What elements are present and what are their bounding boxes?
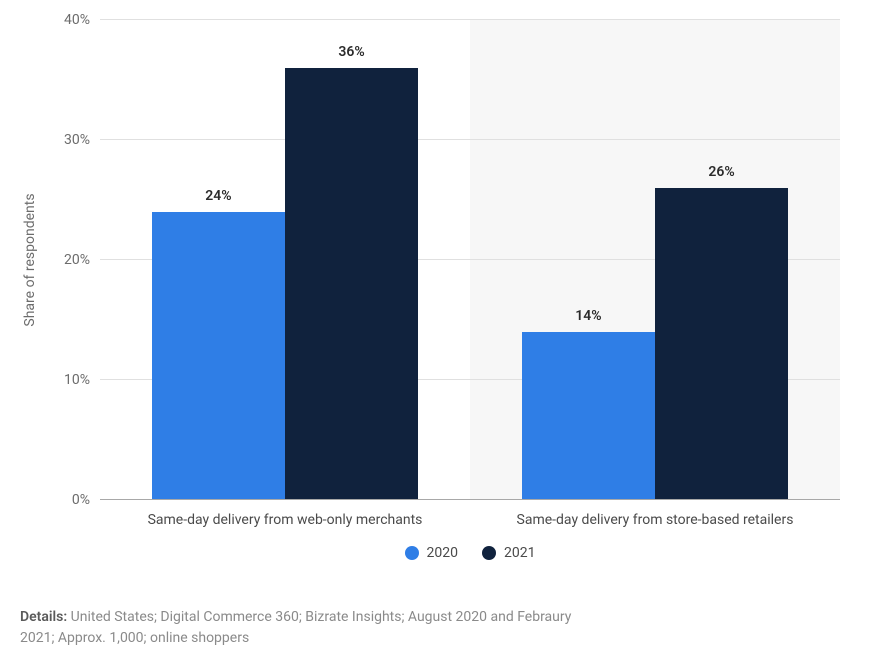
x-axis-baseline — [100, 499, 840, 500]
y-axis-title: Share of respondents — [22, 193, 38, 326]
legend-label: 2020 — [427, 545, 458, 561]
ytick-label: 40% — [64, 12, 100, 28]
xtick-label: Same-day delivery from store-based retai… — [517, 500, 794, 528]
ytick-label: 0% — [72, 492, 100, 508]
bar-value-label: 14% — [575, 308, 601, 332]
bar-2021: 36% — [285, 68, 418, 500]
bar-group: 24% 36% Same-day delivery from web-only … — [100, 20, 470, 500]
bar-2021: 26% — [655, 188, 788, 500]
bar-value-label: 36% — [338, 44, 364, 68]
ytick-label: 10% — [64, 372, 100, 388]
plot-area: 0% 10% 20% 30% 40% 24% 36% Same-day deli… — [100, 20, 840, 500]
legend-swatch — [405, 546, 419, 560]
legend-item-2021: 2021 — [482, 545, 535, 561]
legend-item-2020: 2020 — [405, 545, 458, 561]
legend-swatch — [482, 546, 496, 560]
bar-2020: 24% — [152, 212, 285, 500]
legend-label: 2021 — [504, 545, 535, 561]
ytick-label: 20% — [64, 252, 100, 268]
bar-value-label: 24% — [205, 188, 231, 212]
chart-container: Share of respondents 0% 10% 20% 30% 40% … — [0, 0, 883, 667]
ytick-label: 30% — [64, 132, 100, 148]
details-text: United States; Digital Commerce 360; Biz… — [20, 609, 571, 646]
bar-2020: 14% — [522, 332, 655, 500]
details-label: Details: — [20, 609, 67, 625]
details-line: Details: United States; Digital Commerce… — [20, 607, 580, 649]
bar-value-label: 26% — [708, 164, 734, 188]
legend: 2020 2021 — [100, 545, 840, 561]
xtick-label: Same-day delivery from web-only merchant… — [148, 500, 423, 528]
bar-group: 14% 26% Same-day delivery from store-bas… — [470, 20, 840, 500]
